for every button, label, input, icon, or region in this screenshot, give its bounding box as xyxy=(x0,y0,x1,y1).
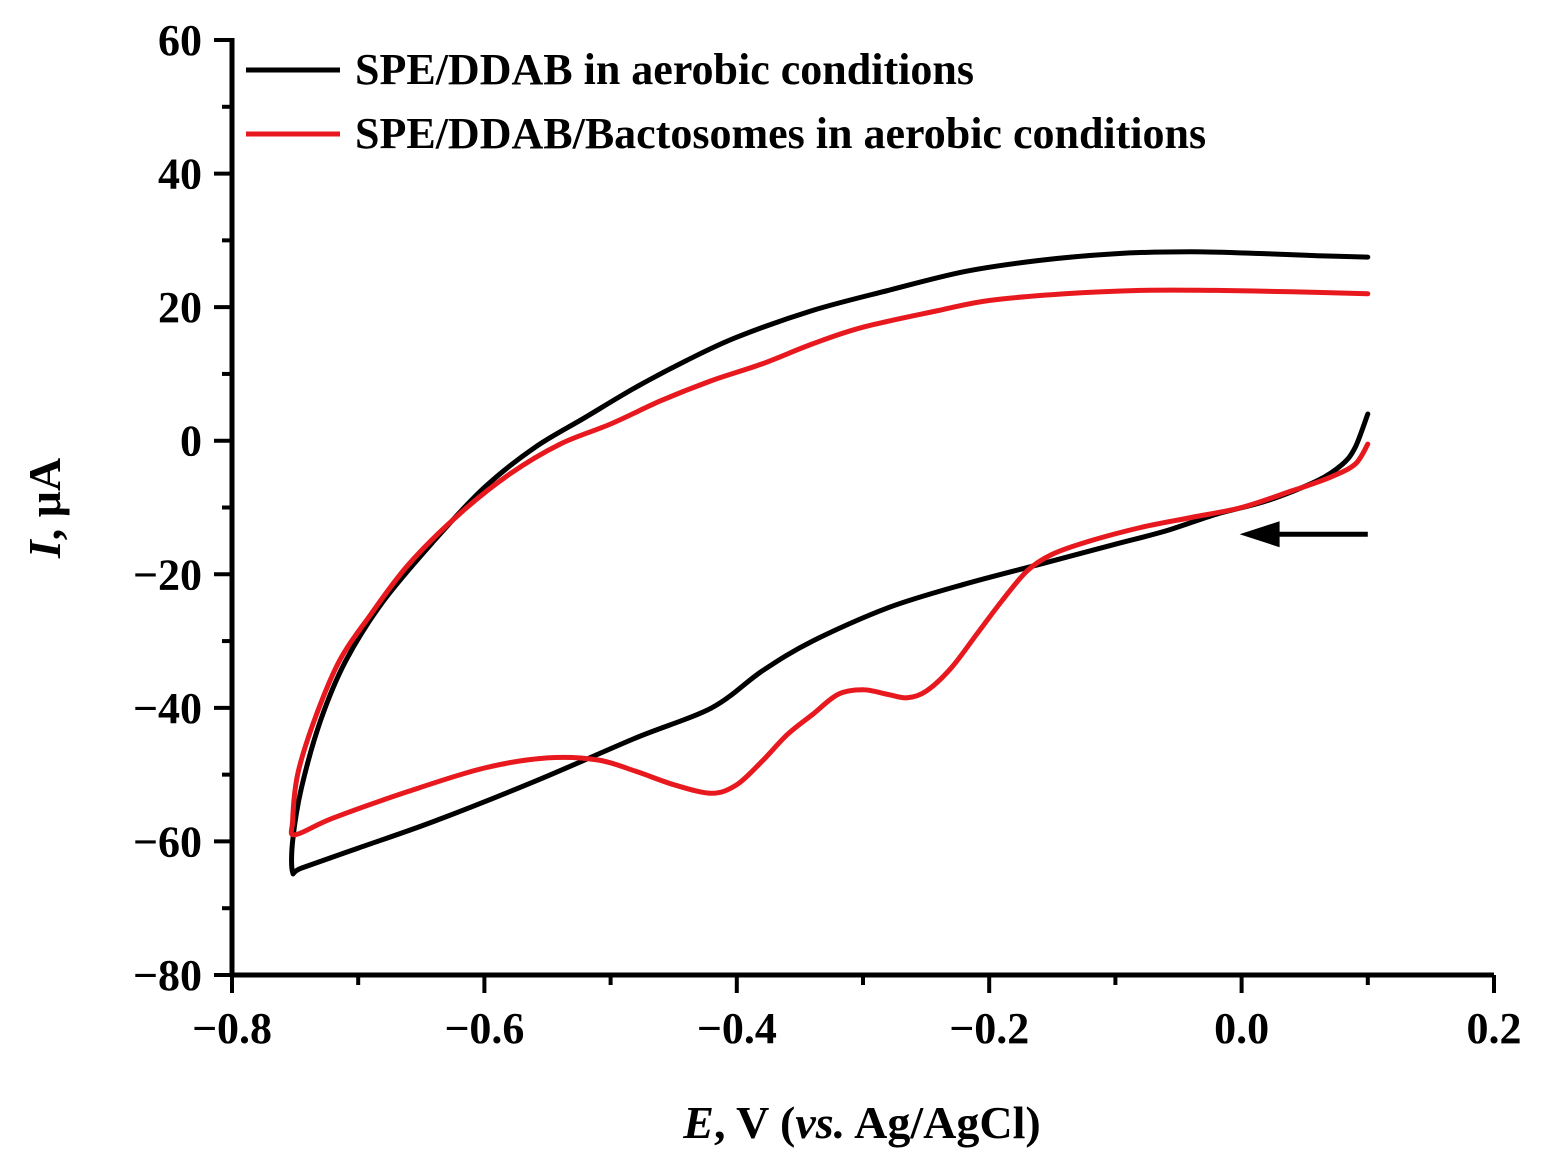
y-tick-label: 20 xyxy=(158,283,202,332)
legend-label-spe-ddab: SPE/DDAB in aerobic conditions xyxy=(355,45,974,94)
series-line-spe-ddab xyxy=(289,249,1371,877)
x-axis-label-reference: Ag/AgCl) xyxy=(845,1097,1041,1148)
x-tick-label: −0.4 xyxy=(697,1004,777,1053)
x-tick-label: 0.2 xyxy=(1467,1004,1522,1053)
y-tick-label: 60 xyxy=(158,16,202,65)
x-tick-label: −0.6 xyxy=(444,1004,524,1053)
x-tick-label: −0.2 xyxy=(949,1004,1029,1053)
x-tick-label: 0.0 xyxy=(1214,1004,1269,1053)
legend-label-spe-ddab-bactosomes: SPE/DDAB/Bactosomes in aerobic condition… xyxy=(355,109,1206,158)
x-axis-label-vs: vs. xyxy=(795,1097,845,1148)
x-tick-label: −0.8 xyxy=(192,1004,272,1053)
series-layer xyxy=(288,249,1371,877)
annotation-layer xyxy=(1239,521,1368,548)
y-tick-label: 40 xyxy=(158,150,202,199)
x-axis-label: E, V (vs. Ag/AgCl) xyxy=(682,1097,1040,1148)
y-tick-label: −60 xyxy=(133,817,202,866)
axes-layer: 60 40 20 0 −20 −40 −60 −80−0.8 −0.6 −0.4 −0.2 0.0 0.… xyxy=(133,16,1522,1053)
y-tick-label: 0 xyxy=(180,417,202,466)
series-line-spe-ddab-bactosomes xyxy=(288,287,1371,838)
x-axis-label-unit: , V ( xyxy=(714,1097,795,1148)
y-tick-label: −40 xyxy=(133,684,202,733)
y-axis-label-symbol: I xyxy=(19,538,70,559)
y-axis-label-unit: , μA xyxy=(19,458,70,540)
scan-direction-arrow-head xyxy=(1239,521,1280,548)
x-axis-label-symbol: E xyxy=(682,1097,714,1148)
legend: SPE/DDAB in aerobic conditions SPE/DDAB/B… xyxy=(246,45,1206,158)
y-tick-label: −20 xyxy=(133,550,202,599)
y-tick-label: −80 xyxy=(133,951,202,1000)
y-axis-label: I, μA xyxy=(19,458,70,559)
